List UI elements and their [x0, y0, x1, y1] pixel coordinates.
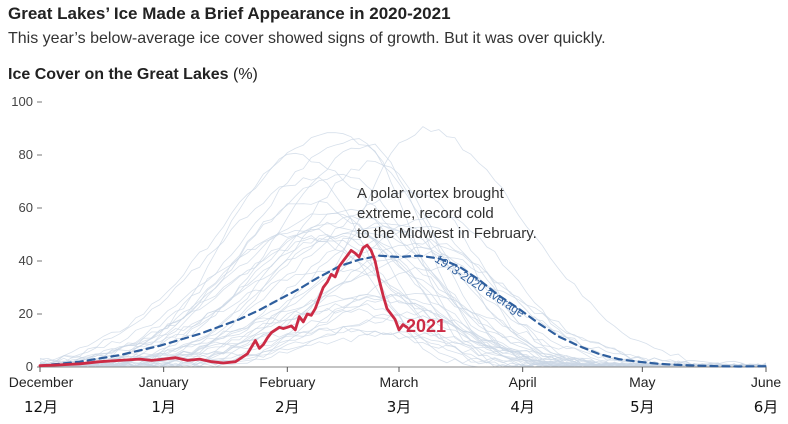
- x-tick-label: February: [259, 374, 315, 390]
- historical-year-line: [39, 225, 767, 368]
- average-line: [38, 254, 768, 368]
- x-tick-label-cjk: 1月: [151, 398, 176, 416]
- series-label-2021: 2021: [406, 316, 446, 336]
- x-tick-label-cjk: 5月: [630, 398, 655, 416]
- annotation-line-3: to the Midwest in February.: [357, 225, 537, 242]
- x-tick-label: January: [139, 374, 189, 390]
- y-tick-label: 20: [19, 306, 33, 321]
- chart-title: Great Lakes’ Ice Made a Brief Appearance…: [8, 4, 451, 23]
- historical-year-line: [39, 225, 767, 368]
- annotation-line-1: A polar vortex brought: [357, 185, 505, 202]
- x-tick-label-cjk: 3月: [387, 398, 412, 416]
- historical-year-line: [39, 327, 767, 368]
- chart-subtitle: This year’s below-average ice cover show…: [8, 30, 606, 47]
- annotation-line-2: extreme, record cold: [357, 205, 494, 222]
- year-2021-line: [38, 243, 409, 368]
- historical-year-line: [39, 303, 767, 368]
- historical-year-line: [39, 160, 767, 368]
- x-tick-label-cjk: 4月: [510, 398, 535, 416]
- historical-year-line: [39, 268, 767, 368]
- y-tick-label: 60: [19, 200, 33, 215]
- historical-year-lines: [39, 126, 767, 368]
- x-tick-label: June: [751, 374, 782, 390]
- x-tick-label-cjk: 2月: [275, 398, 300, 416]
- y-tick-label: 100: [11, 94, 33, 109]
- y-tick-label: 0: [26, 359, 33, 374]
- y-tick-label: 80: [19, 147, 33, 162]
- x-tick-label-cjk: 12月: [24, 398, 58, 416]
- chart-heading-unit: (%): [232, 66, 258, 83]
- historical-year-line: [39, 266, 767, 368]
- historical-year-line: [39, 138, 767, 368]
- chart-axes: 0 20 40 60 80 100 December 12月 January 1月 February…: [9, 94, 782, 416]
- x-tick-label-cjk: 6月: [754, 398, 779, 416]
- historical-year-line: [39, 234, 767, 368]
- chart-series: [38, 243, 768, 368]
- x-tick-label: March: [380, 374, 419, 390]
- y-tick-label: 40: [19, 253, 33, 268]
- x-tick-label: April: [509, 374, 537, 390]
- historical-year-line: [39, 215, 767, 368]
- x-tick-label: December: [9, 374, 74, 390]
- chart-heading: Ice Cover on the Great Lakes (%): [8, 66, 258, 84]
- chart-heading-text: Ice Cover on the Great Lakes: [8, 66, 229, 83]
- x-tick-label: May: [629, 374, 655, 390]
